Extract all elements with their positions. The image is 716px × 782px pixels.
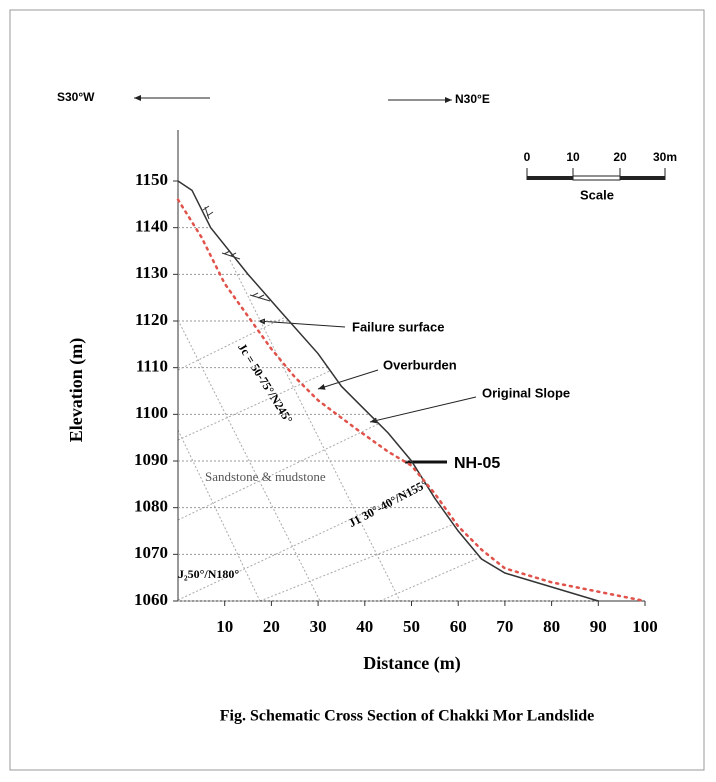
caption: Fig. Schematic Cross Section of Chakki M… (220, 708, 595, 725)
y-tick-label: 1060 (134, 590, 168, 609)
x-axis-title: Distance (m) (363, 653, 460, 674)
y-tick-label: 1150 (135, 170, 168, 189)
annotation: NH-05 (454, 455, 500, 472)
x-tick-label: 80 (543, 617, 560, 636)
y-tick-label: 1100 (135, 403, 168, 422)
annotation: Original Slope (482, 385, 570, 400)
annotation: Overburden (383, 357, 457, 372)
y-tick-label: 1070 (134, 543, 168, 562)
x-tick-label: 90 (590, 617, 607, 636)
y-tick-label: 1090 (134, 450, 168, 469)
scale-label: Scale (580, 187, 614, 202)
x-tick-label: 100 (632, 617, 658, 636)
y-tick-label: 1080 (134, 497, 168, 516)
frame (10, 10, 704, 770)
y-tick-label: 1140 (135, 217, 168, 236)
y-tick-label: 1110 (136, 357, 168, 376)
scale-tick: 0 (524, 150, 531, 164)
direction-left: S30°W (57, 90, 95, 104)
figure: S30°W N30°E 0 10 20 30m Scale Elevation … (0, 0, 716, 782)
direction-right: N30°E (455, 92, 490, 106)
x-tick-label: 20 (263, 617, 280, 636)
y-axis-title: Elevation (m) (66, 338, 87, 442)
annotation: Failure surface (352, 319, 445, 334)
annotation: J₂50°/N180° (178, 567, 239, 581)
y-tick-label: 1120 (135, 310, 168, 329)
annotation: Sandstone & mudstone (205, 469, 326, 484)
x-tick-label: 40 (356, 617, 373, 636)
x-tick-label: 10 (216, 617, 233, 636)
x-tick-label: 60 (450, 617, 467, 636)
x-tick-label: 50 (403, 617, 420, 636)
x-tick-label: 70 (496, 617, 513, 636)
x-tick-label: 30 (310, 617, 327, 636)
scale-tick: 10 (566, 150, 580, 164)
y-tick-label: 1130 (135, 263, 168, 282)
scale-tick: 20 (613, 150, 627, 164)
scale-tick: 30m (653, 150, 677, 164)
